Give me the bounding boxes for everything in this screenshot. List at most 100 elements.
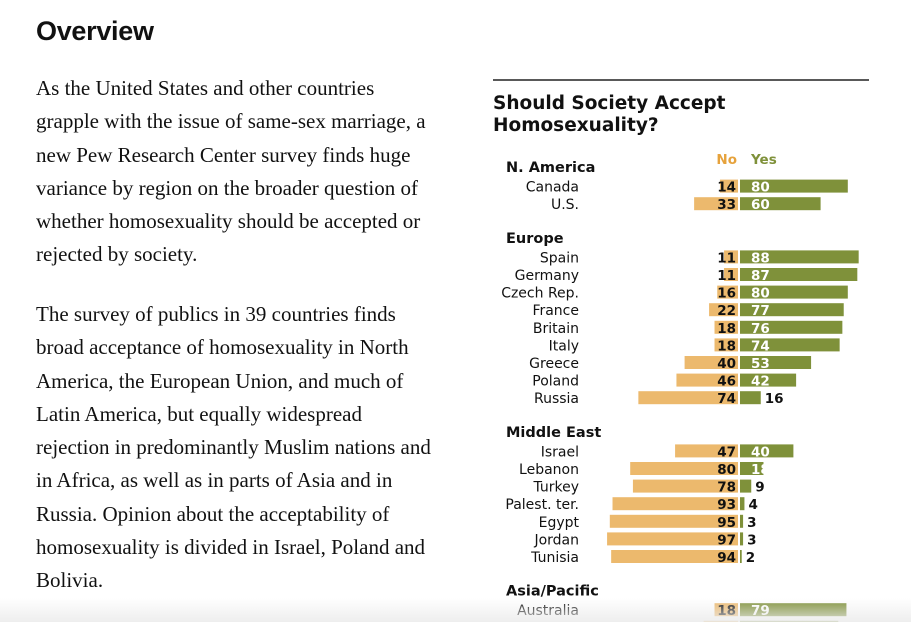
no-bar <box>724 250 739 264</box>
country-label: Czech Rep. <box>501 286 579 302</box>
yes-value-label: 77 <box>751 303 770 319</box>
yes-value-label: 40 <box>751 444 770 460</box>
country-label: Palest. ter. <box>505 497 579 513</box>
yes-bar <box>739 444 794 458</box>
yes-value-label: 74 <box>751 338 770 354</box>
no-value-label: 78 <box>717 480 736 496</box>
no-bar <box>719 179 739 193</box>
country-label: Canada <box>526 180 579 196</box>
yes-value-label: 60 <box>751 197 770 213</box>
no-bar <box>724 268 739 281</box>
country-label: Spain <box>540 250 579 266</box>
no-value-label: 18 <box>717 603 736 619</box>
chart-title-line: Homosexuality? <box>493 115 659 136</box>
yes-value-label: 4 <box>748 497 757 513</box>
paragraph-line: rejection in predominantly Muslim nation… <box>36 435 431 460</box>
country-label: Tunisia <box>530 550 579 566</box>
no-value-label: 80 <box>717 462 736 478</box>
paragraph-line: whether homosexuality should be accepted… <box>36 209 421 234</box>
region-label: Middle East <box>506 425 601 441</box>
paragraph-line: Bolivia. <box>36 568 104 593</box>
region-label: N. America <box>506 160 595 176</box>
no-value-label: 74 <box>717 391 736 407</box>
yes-bar <box>739 497 745 511</box>
yes-bar <box>739 462 764 475</box>
no-value-label: 97 <box>717 532 736 548</box>
no-bar <box>638 391 739 405</box>
country-label: Italy <box>549 338 579 354</box>
no-bar <box>675 444 739 458</box>
findings-paragraph: The survey of publics in 39 countries fi… <box>36 298 486 598</box>
yes-value-label: 79 <box>751 603 770 619</box>
paragraph-line: Latin America, but equally widespread <box>36 401 362 426</box>
no-value-label: 11 <box>717 268 736 284</box>
no-value-label: 11 <box>717 250 736 266</box>
yes-value-label: 16 <box>765 391 784 407</box>
no-bar <box>630 462 739 475</box>
legend-yes-label: Yes <box>750 152 777 168</box>
yes-bar <box>739 303 844 317</box>
yes-value-label: 3 <box>747 532 756 548</box>
paragraph-line: The survey of publics in 39 countries fi… <box>36 302 396 326</box>
yes-bar <box>739 285 848 299</box>
yes-value-label: 87 <box>751 268 770 284</box>
no-bar <box>694 197 739 211</box>
yes-value-label: 3 <box>747 515 756 531</box>
paragraph-line: Russia. Opinion about the acceptability … <box>36 501 390 526</box>
country-label: Poland <box>532 374 579 390</box>
country-label: Britain <box>533 321 579 337</box>
yes-bar <box>739 320 843 334</box>
country-label: Israel <box>541 444 579 460</box>
paragraph-line: America, the European Union, and much of <box>36 368 404 393</box>
no-bar <box>676 373 739 387</box>
country-label: U.S. <box>551 197 579 213</box>
paragraph-line: rejected by society. <box>36 242 198 267</box>
country-label: Australia <box>517 603 579 619</box>
yes-value-label: 80 <box>751 286 770 302</box>
yes-bar <box>739 532 744 546</box>
no-value-label: 95 <box>717 515 736 531</box>
yes-bar <box>739 514 744 528</box>
country-label: Greece <box>529 356 579 372</box>
region-label: Europe <box>506 231 564 247</box>
no-value-label: 40 <box>717 356 736 372</box>
no-bar <box>684 356 739 369</box>
yes-value-label: 80 <box>751 180 770 196</box>
paragraph-line: in Africa, as well as in parts of Asia a… <box>36 468 393 493</box>
yes-bar <box>739 391 761 405</box>
region-label: Asia/Pacific <box>506 584 599 600</box>
yes-value-label: 9 <box>755 480 764 496</box>
country-label: Turkey <box>532 480 579 496</box>
paragraph-line: variance by region on the broader questi… <box>36 175 418 200</box>
no-bar <box>709 303 739 317</box>
no-bar <box>714 320 739 334</box>
no-value-label: 93 <box>717 497 736 513</box>
section-heading: Overview <box>36 16 154 46</box>
no-value-label: 16 <box>717 286 736 302</box>
yes-value-label: 2 <box>746 550 755 566</box>
no-value-label: 46 <box>717 374 736 390</box>
country-label: Lebanon <box>519 462 579 478</box>
no-bar <box>607 532 739 546</box>
no-bar <box>717 285 739 299</box>
no-value-label: 18 <box>717 321 736 337</box>
yes-value-label: 18 <box>751 462 770 478</box>
no-bar <box>611 550 739 563</box>
no-value-label: 33 <box>717 197 736 213</box>
legend-no-label: No <box>716 152 737 168</box>
no-bar <box>632 479 739 493</box>
intro-paragraph: As the United States and other countries… <box>36 72 486 272</box>
no-value-label: 94 <box>717 550 736 566</box>
no-bar <box>714 338 739 352</box>
country-label: Jordan <box>533 532 579 548</box>
yes-bar <box>739 179 848 193</box>
yes-value-label: 88 <box>751 250 770 266</box>
yes-bar <box>739 356 812 369</box>
no-value-label: 18 <box>717 338 736 354</box>
no-value-label: 22 <box>717 303 736 319</box>
no-bar <box>612 497 739 511</box>
yes-bar <box>739 268 858 281</box>
paragraph-line: homosexuality is divided in Israel, Pola… <box>36 535 426 560</box>
paragraph-line: grapple with the issue of same-sex marri… <box>36 109 426 134</box>
